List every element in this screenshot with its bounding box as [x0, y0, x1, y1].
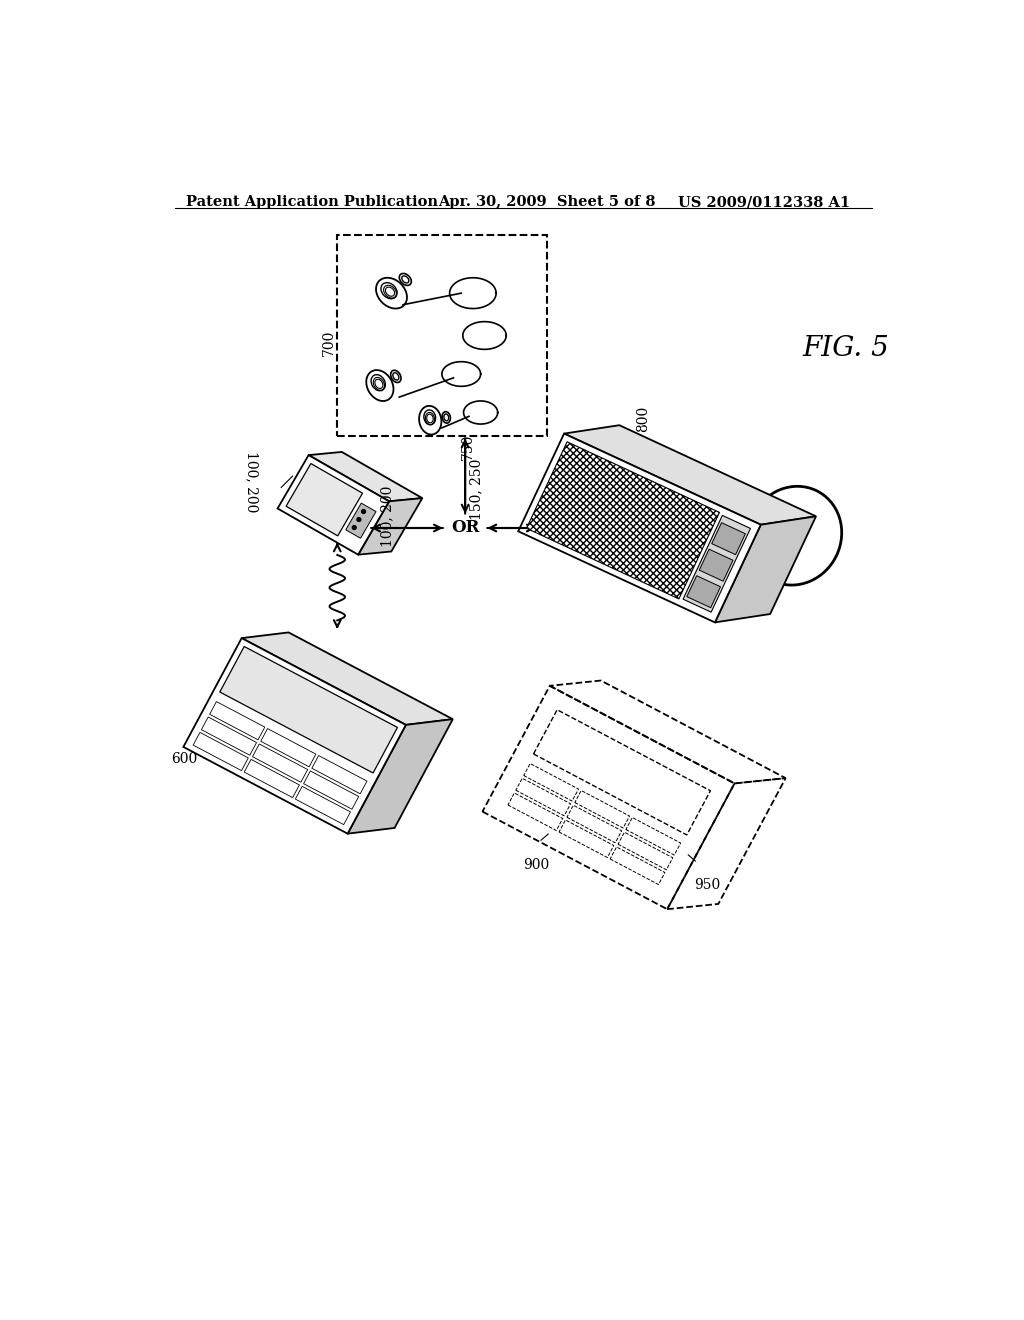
Polygon shape — [242, 632, 453, 725]
Polygon shape — [278, 455, 389, 554]
Polygon shape — [202, 717, 257, 755]
Circle shape — [361, 510, 366, 513]
Circle shape — [357, 517, 360, 521]
Polygon shape — [715, 516, 816, 623]
Text: OR: OR — [451, 520, 479, 536]
Polygon shape — [245, 759, 299, 797]
Text: Patent Application Publication: Patent Application Publication — [186, 195, 438, 210]
Text: 900: 900 — [523, 858, 550, 871]
Polygon shape — [295, 787, 350, 825]
Polygon shape — [194, 733, 248, 771]
Text: Apr. 30, 2009  Sheet 5 of 8: Apr. 30, 2009 Sheet 5 of 8 — [438, 195, 655, 210]
Text: 600: 600 — [171, 752, 197, 766]
Text: 750: 750 — [461, 433, 475, 459]
Polygon shape — [261, 729, 315, 767]
Polygon shape — [358, 498, 422, 554]
Circle shape — [352, 525, 356, 529]
Text: 100, 200: 100, 200 — [245, 451, 258, 512]
Polygon shape — [687, 576, 721, 607]
Polygon shape — [346, 503, 376, 539]
Text: 100, 200: 100, 200 — [380, 486, 394, 546]
Polygon shape — [286, 463, 362, 536]
Polygon shape — [183, 638, 406, 834]
Polygon shape — [712, 523, 745, 554]
Polygon shape — [564, 425, 816, 525]
Polygon shape — [253, 744, 307, 783]
Polygon shape — [518, 433, 761, 623]
Polygon shape — [303, 771, 358, 809]
Text: 950: 950 — [693, 878, 720, 892]
Polygon shape — [210, 701, 265, 739]
Text: 800: 800 — [636, 405, 650, 432]
Polygon shape — [312, 755, 367, 793]
Polygon shape — [699, 549, 733, 581]
Polygon shape — [220, 647, 397, 774]
Text: FIG. 5: FIG. 5 — [802, 335, 889, 363]
Text: 150, 250: 150, 250 — [469, 459, 483, 520]
Polygon shape — [347, 719, 453, 834]
Polygon shape — [683, 515, 751, 612]
Text: US 2009/0112338 A1: US 2009/0112338 A1 — [678, 195, 850, 210]
Polygon shape — [526, 442, 720, 599]
Text: 700: 700 — [322, 330, 336, 356]
Polygon shape — [308, 451, 422, 502]
